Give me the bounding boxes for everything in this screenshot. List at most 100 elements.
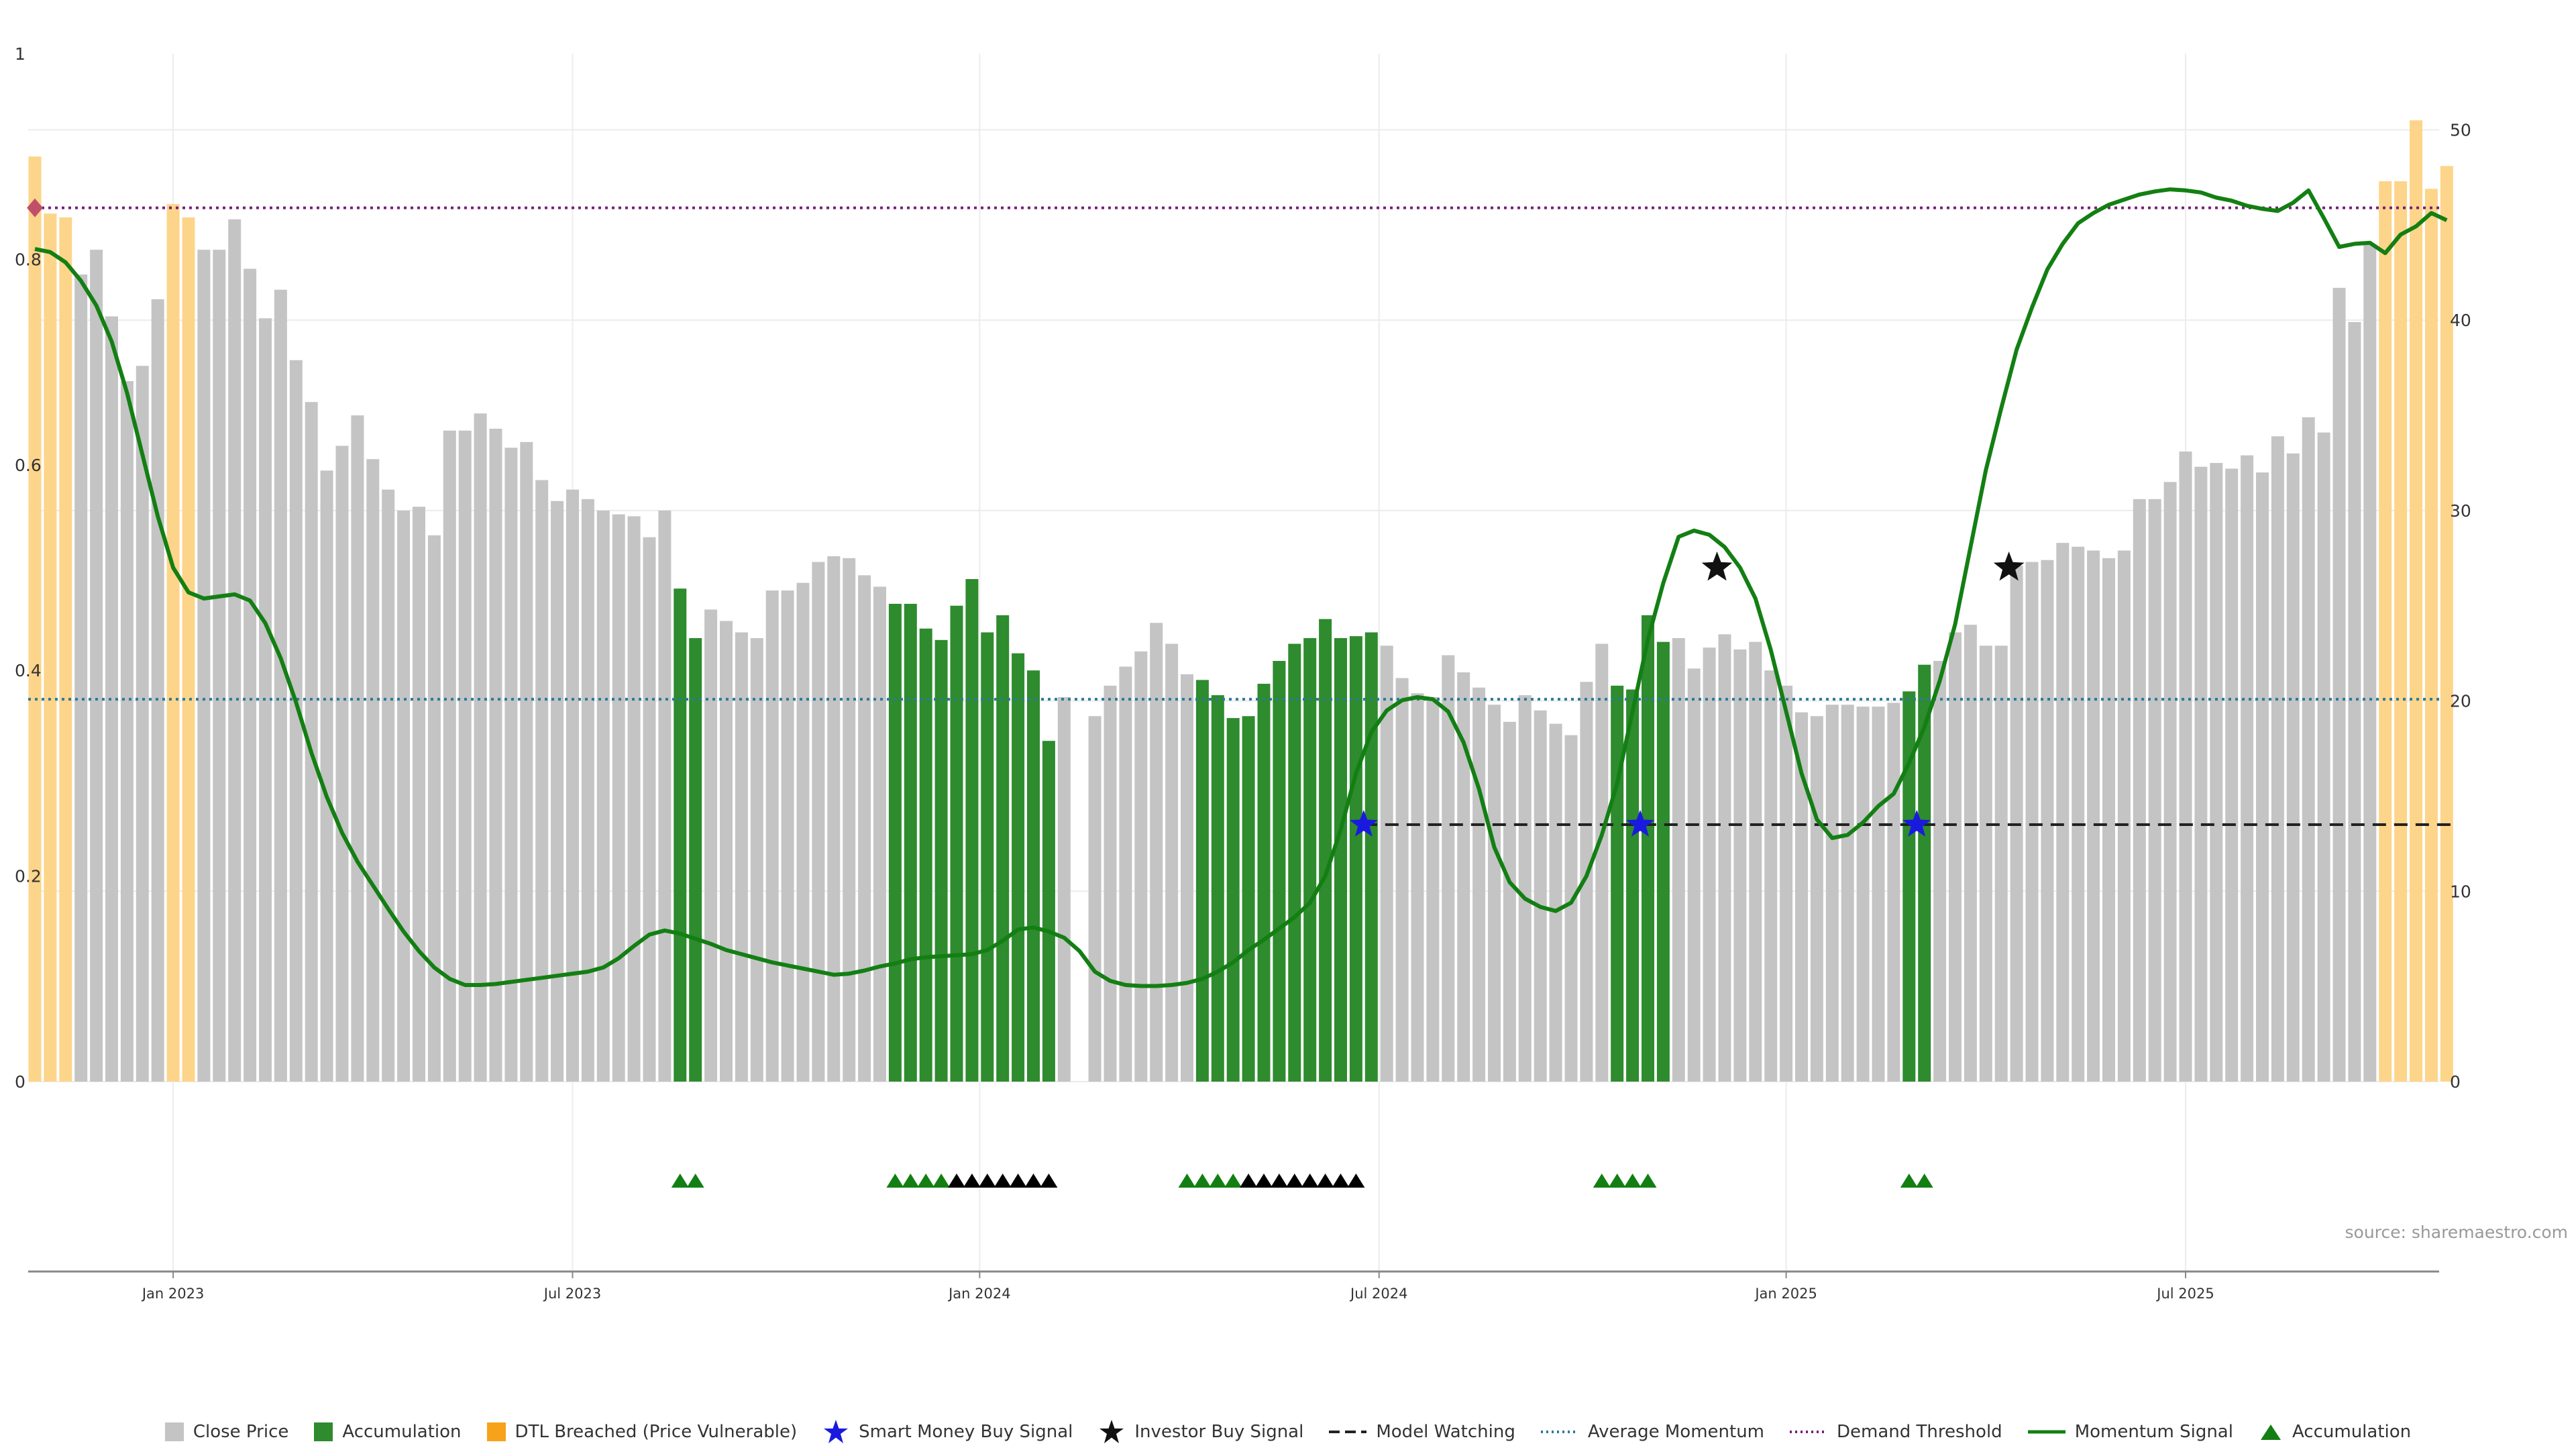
accumulation-marker	[1608, 1174, 1626, 1188]
legend-accumulation: Accumulation	[314, 1422, 462, 1442]
price-bar	[1042, 741, 1055, 1082]
price-bar	[2179, 451, 2192, 1082]
price-bar	[965, 579, 979, 1082]
price-bar	[213, 250, 226, 1082]
price-bar	[1134, 651, 1148, 1082]
y-left-tick-label: 0.4	[15, 661, 42, 680]
investor-buy-signal	[1993, 552, 2025, 581]
price-bar	[244, 268, 257, 1082]
dotted-blue-line-icon	[1540, 1431, 1578, 1433]
accumulation-marker	[671, 1174, 689, 1188]
demand-threshold-marker	[27, 198, 43, 217]
smart-money-signal	[1902, 810, 1931, 837]
accumulation-marker	[917, 1174, 935, 1188]
accumulation-marker	[1915, 1174, 1933, 1188]
price-bar	[1902, 691, 1916, 1082]
x-tick-label: Jul 2024	[1349, 1286, 1407, 1302]
y-left-tick-label: 0	[15, 1072, 25, 1092]
price-bar	[397, 510, 411, 1082]
x-tick-label: Jan 2024	[947, 1286, 1011, 1302]
price-bar	[2025, 562, 2039, 1082]
accumulation-marker	[932, 1174, 951, 1188]
accumulation-marker	[1639, 1174, 1657, 1188]
price-bar	[1226, 718, 1240, 1082]
legend-close-price: Close Price	[164, 1422, 288, 1442]
price-bar	[28, 156, 42, 1082]
price-bar	[535, 480, 549, 1082]
price-bar	[504, 448, 518, 1082]
price-bar	[2363, 244, 2377, 1082]
accumulation-marker	[686, 1174, 704, 1188]
legend-investor-label: Investor Buy Signal	[1134, 1422, 1304, 1442]
price-bar	[1534, 710, 1547, 1082]
accumulation-marker-black	[1009, 1174, 1027, 1188]
price-bar	[1472, 687, 1486, 1082]
price-bar	[981, 632, 994, 1082]
price-bar	[1488, 705, 1501, 1082]
price-bar	[1979, 645, 1992, 1082]
price-bar	[1687, 668, 1701, 1082]
price-bar	[1825, 705, 1839, 1082]
accumulation-marker-black	[978, 1174, 996, 1188]
price-bar	[843, 558, 856, 1082]
price-bar	[765, 590, 779, 1082]
price-bar	[166, 204, 180, 1082]
price-bar	[305, 402, 318, 1082]
price-bar	[2087, 550, 2100, 1082]
price-bar	[1518, 695, 1532, 1082]
price-bar	[643, 537, 656, 1082]
price-bar	[474, 413, 487, 1082]
price-bar	[827, 556, 841, 1082]
price-bar	[858, 575, 871, 1082]
y-right-tick-label: 0	[2450, 1072, 2461, 1092]
price-bar	[1718, 634, 1731, 1082]
price-bar	[919, 628, 932, 1082]
price-bar	[612, 514, 625, 1082]
y-left-tick-label: 0.8	[15, 250, 42, 269]
price-bar	[1949, 632, 1962, 1082]
x-tick-label: Jan 2023	[141, 1286, 205, 1302]
legend-smart-money-label: Smart Money Buy Signal	[859, 1422, 1073, 1442]
price-bar	[1872, 707, 1885, 1082]
price-bar	[1088, 716, 1102, 1082]
price-bar	[182, 217, 195, 1082]
price-bar	[90, 250, 103, 1082]
price-bar	[1150, 623, 1163, 1082]
smart-money-signal	[1626, 810, 1654, 837]
price-bar	[2302, 417, 2315, 1082]
accumulation-marker	[1623, 1174, 1642, 1188]
price-bar	[1611, 685, 1624, 1082]
legend-dtl-breached: DTL Breached (Price Vulnerable)	[486, 1422, 797, 1442]
price-bar	[2194, 466, 2208, 1082]
accumulation-marker	[902, 1174, 920, 1188]
source-note: source: sharemaestro.com	[2345, 1223, 2569, 1242]
price-bar	[1273, 661, 1286, 1082]
price-bar	[888, 603, 902, 1082]
price-bar	[1780, 685, 1793, 1082]
price-bar	[458, 430, 472, 1082]
smart-money-star-icon	[824, 1420, 849, 1443]
price-bar	[1334, 637, 1347, 1082]
price-bar	[520, 442, 533, 1082]
price-bar	[1549, 723, 1562, 1082]
y-left-tick-label: 0.6	[15, 456, 42, 475]
price-bar	[1257, 684, 1271, 1082]
y-right-tick-label: 20	[2450, 692, 2471, 711]
price-bar	[934, 639, 948, 1082]
price-bar	[1395, 678, 1409, 1082]
price-bar	[2286, 453, 2300, 1082]
price-bar	[1964, 625, 1977, 1082]
price-bar	[320, 470, 333, 1082]
price-bar	[289, 360, 303, 1082]
price-bar	[1165, 643, 1179, 1082]
price-bar	[1319, 619, 1332, 1082]
price-bar	[44, 213, 57, 1082]
price-bar	[274, 289, 287, 1082]
price-bar	[2117, 550, 2131, 1082]
price-bar	[1195, 680, 1209, 1082]
price-bar	[1027, 670, 1040, 1082]
price-bar	[1442, 655, 1455, 1082]
accumulation-marker-black	[1285, 1174, 1303, 1188]
y-left-tick-label: 0.2	[15, 867, 42, 886]
